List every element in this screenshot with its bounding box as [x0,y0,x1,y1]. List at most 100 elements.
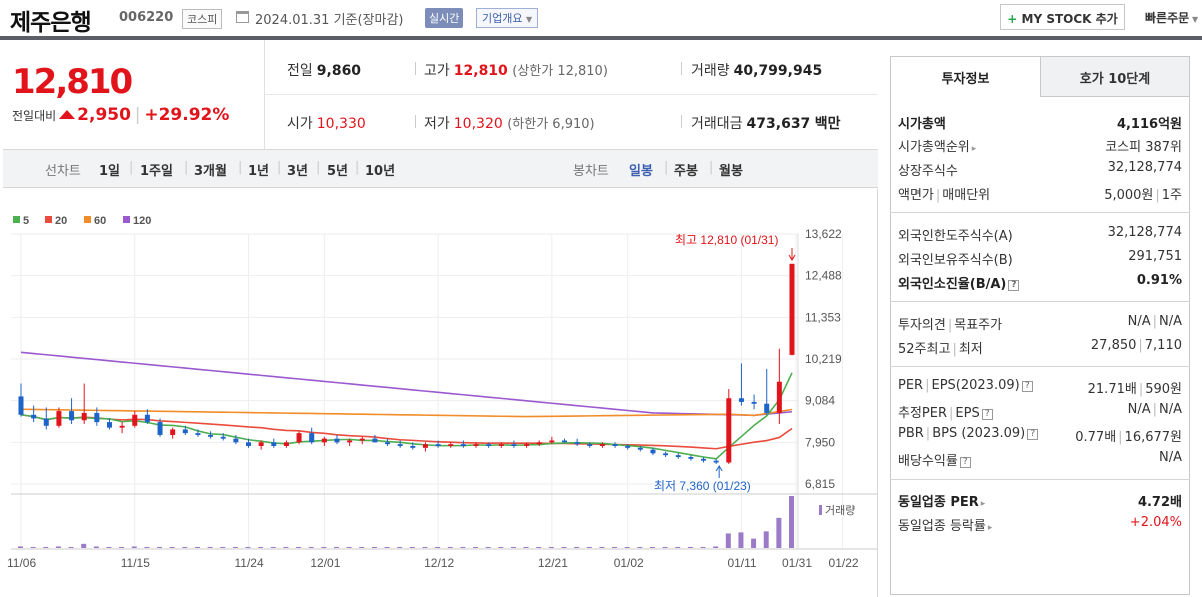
candle-body [195,433,201,435]
candle-body [764,403,770,413]
candle-body [599,444,605,446]
candle-chart-label[interactable]: 봉차트 [573,164,609,179]
volume-bar [119,546,125,548]
volume-bar [131,546,137,548]
volume-bar [397,546,403,548]
volume-bar [18,546,23,548]
high-price: 고가 12,810 (상한가 12,810) [424,63,608,79]
high-arrow-head [788,254,796,261]
x-tick-label: 12/12 [424,556,454,570]
candle-daily[interactable]: 일봉 [629,164,653,179]
volume-bar [144,546,150,548]
candle-body [549,440,555,443]
period-1y[interactable]: 1년 [248,164,270,179]
period-1w[interactable]: 1주일 [140,164,173,179]
industry-per-row[interactable]: 동일업종 PER ▸ 4.72배 [898,495,1182,510]
period-5y[interactable]: 5년 [327,164,349,179]
candle-body [31,414,37,419]
help-icon[interactable]: ? [981,409,993,420]
candle-body [587,444,593,446]
volume-bar [232,546,238,548]
volume-bar [68,546,74,548]
volume-bar [93,546,99,548]
pbr-bps-row: PBR | BPS (2023.09)? 0.77배 | 16,677원 [898,426,1182,445]
candle-body [144,414,150,423]
candle-body [170,429,176,435]
volume-bar [713,546,719,548]
x-tick-label: 01/22 [829,556,859,570]
candle-body [18,396,24,415]
volume-bar [447,546,453,548]
chevron-down-icon: ▼ [1189,15,1199,24]
volume-bar [498,546,504,548]
tab-investment-info[interactable]: 투자정보 [890,56,1041,97]
candle-body [498,444,504,446]
help-icon[interactable]: ? [1021,381,1033,392]
volume-bar [510,546,516,548]
legend-swatch [13,216,20,223]
stock-header: 제주은행 006220 코스피 2024.01.31 기준(장마감) 실시간 기… [0,0,1202,40]
volume: 거래량 40,799,945 [691,63,823,79]
volume-bar [359,546,365,548]
volume-bar [763,531,769,548]
candle-body [435,444,441,446]
volume-bar [422,546,428,548]
volume-bar [283,546,289,548]
volume-bar [649,546,655,548]
up-arrow-icon [59,110,76,119]
market-cap-rank-row[interactable]: 시가총액순위 ▸ 코스피 387위 [898,140,1182,155]
legend-swatch [123,216,130,223]
quick-order-button[interactable]: 빠른주문 ▼ [1145,9,1198,26]
date-text: 2024.01.31 기준(장마감) [255,13,404,28]
chevron-down-icon: ▼ [525,15,533,24]
candle-monthly[interactable]: 월봉 [719,164,743,179]
period-3y[interactable]: 3년 [287,164,309,179]
candle-body [69,411,75,421]
candle-body [486,444,492,446]
low-arrow-head [715,465,723,472]
candle-body [271,442,277,446]
investment-info-panel: 투자정보 호가 10단계 시가총액 4,116억원 시가총액순위 ▸ 코스피 387위… [890,56,1190,597]
candle-body [663,453,669,456]
company-overview-dropdown[interactable]: 기업개요 ▼ [476,8,539,28]
candle-body [536,442,542,445]
volume-bar [43,546,49,548]
industry-change-row[interactable]: 동일업종 등락률 ▸ +2.04% [898,515,1182,534]
my-stock-add-button[interactable]: + MY STOCK 추가 [1000,4,1125,30]
volume-bar [346,546,352,548]
foreign-limit-row: 외국인한도주식수(A) 32,128,774 [898,225,1182,244]
volume-bar [106,546,112,548]
open-price: 시가 10,330 [287,116,366,132]
help-icon[interactable]: ? [1027,429,1039,440]
stock-chart[interactable]: 13,622 12,488 11,353 10,219 9,084 7,950 6,815 1… [3,189,878,597]
period-10y[interactable]: 10년 [365,164,396,179]
par-value-row: 액면가 | 매매단위 5,000원 | 1주 [898,188,1182,203]
x-tick-label: 01/02 [614,556,644,570]
candle-body [726,398,732,463]
period-3m[interactable]: 3개월 [194,164,227,179]
chart-toolbar: 선차트 1일 | 1주일 | 3개월 | 1년 | 3년 | 5년 | 10년 … [3,150,878,188]
candle-body [650,449,656,454]
period-1d[interactable]: 1일 [99,164,121,179]
candle-body [106,422,112,428]
candle-body [309,433,315,443]
help-icon[interactable]: ? [1008,280,1020,291]
legend-swatch [45,216,52,223]
volume-bar [523,546,529,548]
volume-bar [169,546,175,548]
calendar-icon [236,11,249,23]
candle-body [397,444,403,446]
candlestick-chart-svg[interactable]: 13,622 12,488 11,353 10,219 9,084 7,950 6,815 1… [3,189,878,597]
volume-bar [384,546,390,548]
market-cap-row: 시가총액 4,116억원 [898,117,1182,132]
volume-label: 거래량 [825,504,855,517]
y-tick-label: 10,219 [805,352,842,366]
realtime-button[interactable]: 실시간 [425,8,464,28]
help-icon[interactable]: ? [959,457,971,468]
candle-weekly[interactable]: 주봉 [674,164,698,179]
quick-order-label: 빠른주문 [1145,11,1190,25]
tab-orderbook-10[interactable]: 호가 10단계 [1040,56,1190,97]
line-chart-label[interactable]: 선차트 [45,164,81,179]
candle-body [448,444,454,446]
candle-body [410,445,416,448]
